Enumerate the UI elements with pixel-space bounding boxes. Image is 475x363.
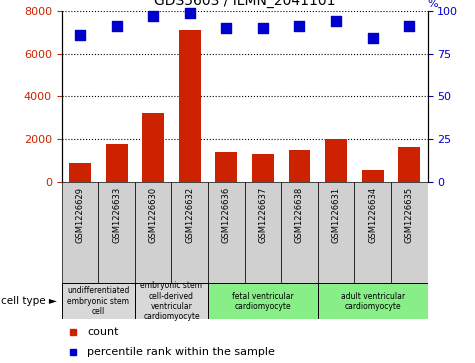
Bar xyxy=(105,144,128,182)
Bar xyxy=(69,163,91,182)
Text: %: % xyxy=(428,0,438,9)
Bar xyxy=(62,283,135,319)
Bar xyxy=(208,182,245,283)
Bar xyxy=(62,182,98,283)
Text: GSM1226637: GSM1226637 xyxy=(258,187,267,243)
Text: fetal ventricular
cardiomyocyte: fetal ventricular cardiomyocyte xyxy=(232,291,294,311)
Bar xyxy=(288,150,311,182)
Text: count: count xyxy=(87,327,119,337)
Text: GSM1226633: GSM1226633 xyxy=(112,187,121,243)
Text: GSM1226634: GSM1226634 xyxy=(368,187,377,243)
Bar xyxy=(398,147,420,182)
Text: GSM1226629: GSM1226629 xyxy=(76,187,85,242)
Bar xyxy=(318,283,428,319)
Point xyxy=(405,23,413,29)
Bar xyxy=(142,113,164,182)
Point xyxy=(113,23,121,29)
Bar xyxy=(208,283,318,319)
Point xyxy=(369,35,377,41)
Bar xyxy=(171,182,208,283)
Bar xyxy=(98,182,135,283)
Point xyxy=(76,32,84,38)
Text: undifferentiated
embryonic stem
cell: undifferentiated embryonic stem cell xyxy=(67,286,130,316)
Text: GSM1226635: GSM1226635 xyxy=(405,187,414,243)
Bar xyxy=(391,182,428,283)
Title: GDS5603 / ILMN_2041101: GDS5603 / ILMN_2041101 xyxy=(154,0,335,8)
Point xyxy=(332,18,340,24)
Text: cell type ►: cell type ► xyxy=(1,296,57,306)
Bar xyxy=(135,283,208,319)
Text: GSM1226638: GSM1226638 xyxy=(295,187,304,243)
Bar xyxy=(325,139,347,182)
Text: GSM1226630: GSM1226630 xyxy=(149,187,158,243)
Text: GSM1226631: GSM1226631 xyxy=(332,187,341,243)
Point xyxy=(295,23,304,29)
Bar xyxy=(135,182,171,283)
Point xyxy=(186,10,194,16)
Bar xyxy=(179,30,201,181)
Point xyxy=(149,13,157,19)
Bar xyxy=(361,170,384,182)
Text: GSM1226632: GSM1226632 xyxy=(185,187,194,243)
Text: embryonic stem
cell-derived
ventricular
cardiomyocyte: embryonic stem cell-derived ventricular … xyxy=(141,281,202,321)
Text: GSM1226636: GSM1226636 xyxy=(222,187,231,243)
Point xyxy=(259,25,267,31)
Bar xyxy=(318,182,354,283)
Bar xyxy=(245,182,281,283)
Point xyxy=(222,25,230,31)
Text: percentile rank within the sample: percentile rank within the sample xyxy=(87,347,275,357)
Text: adult ventricular
cardiomyocyte: adult ventricular cardiomyocyte xyxy=(341,291,405,311)
Bar xyxy=(215,152,238,182)
Bar xyxy=(354,182,391,283)
Bar xyxy=(281,182,318,283)
Bar xyxy=(252,154,274,182)
